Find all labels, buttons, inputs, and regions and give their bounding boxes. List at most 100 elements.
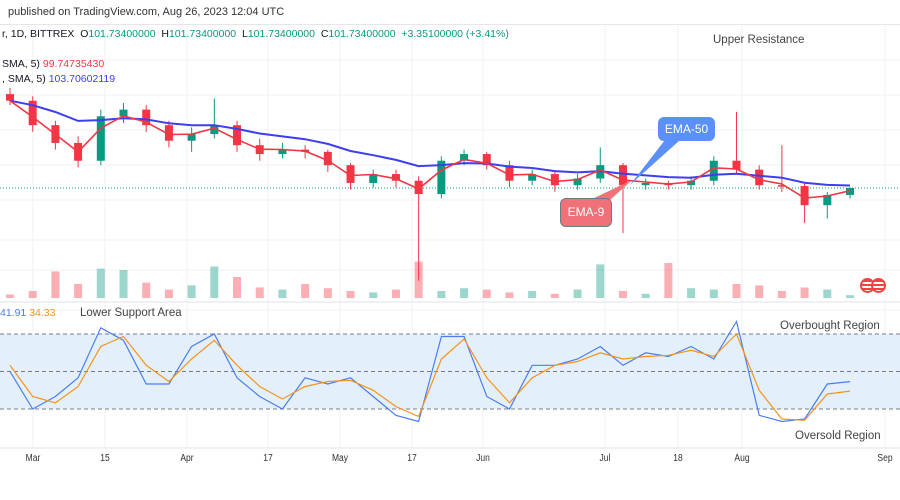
volume-bar: [255, 287, 264, 298]
volume-bar: [528, 291, 537, 298]
volume-bar: [391, 289, 400, 298]
candle-body: [210, 125, 219, 135]
stoch-d-value: 34.33: [29, 307, 56, 319]
volume-bar: [346, 291, 355, 298]
volume-bar: [6, 294, 14, 298]
volume-bar: [301, 284, 310, 298]
stoch-k-line: [9, 319, 851, 423]
volume-bar: [164, 289, 173, 298]
volume-bar: [596, 264, 605, 298]
candle-body: [482, 154, 491, 166]
candle-body: [528, 174, 537, 181]
candle-body: [164, 125, 173, 141]
volume-bar: [278, 289, 287, 298]
ema-50-line: [9, 99, 851, 187]
volume-bar: [51, 271, 60, 298]
volume-bar: [618, 291, 627, 298]
candle-body: [618, 165, 627, 186]
ma2-value: 103.70602119: [48, 73, 116, 85]
candle-body: [369, 174, 378, 183]
ema50-callout-pointer: [630, 140, 680, 185]
ma1-label: SMA, 5): [2, 58, 40, 70]
x-tick-label: Mar: [25, 453, 41, 464]
volume-bar: [96, 268, 105, 298]
ema50-callout: EMA-50: [658, 117, 715, 141]
ema9-callout: EMA-9: [560, 198, 612, 227]
candle-body: [687, 180, 696, 186]
candle-body: [755, 169, 764, 186]
candle-body: [823, 194, 832, 206]
high-value: 101.73400000: [168, 28, 237, 40]
candle-body: [142, 109, 151, 126]
candle-body: [96, 116, 105, 161]
volume-bar: [641, 293, 650, 298]
candle-body: [278, 149, 287, 155]
low-label: L: [241, 28, 248, 40]
volume-bar: [119, 270, 128, 298]
volume-bar: [505, 292, 514, 298]
candle-body: [28, 100, 37, 126]
x-tick-label: Jun: [476, 453, 490, 464]
candle-body: [233, 125, 242, 146]
us-flag-icon[interactable]: [860, 278, 888, 294]
x-tick-label: 15: [100, 453, 110, 464]
ma2-legend: , SMA, 5) 103.70602119: [2, 73, 115, 85]
published-header: published on TradingView.com, Aug 26, 20…: [0, 0, 900, 25]
open-value: 101.73400000: [88, 28, 156, 40]
lower-support-label: Lower Support Area: [80, 307, 182, 319]
low-value: 101.73400000: [247, 28, 315, 40]
stoch-k-value: 41.91: [0, 307, 27, 319]
volume-bar: [28, 291, 37, 298]
close-label: C: [320, 28, 329, 40]
candle-body: [505, 165, 514, 181]
ema9-callout-pointer: [590, 180, 632, 200]
x-tick-label: Jul: [599, 453, 611, 464]
candle-body: [550, 174, 559, 186]
candle-body: [6, 94, 14, 101]
oversold-label: Oversold Region: [795, 430, 881, 442]
overbought-label: Overbought Region: [780, 320, 880, 332]
volume-bar: [732, 284, 741, 298]
candle-body: [800, 186, 809, 206]
volume-bar: [550, 293, 559, 298]
candle-body: [641, 182, 650, 186]
stoch-d-line: [9, 332, 851, 421]
stoch-legend: 41.91 34.33: [0, 307, 55, 319]
open-label: O: [80, 28, 89, 40]
x-tick-label: 18: [673, 453, 683, 464]
volume-bar: [846, 295, 854, 298]
close-value: 101.73400000: [328, 28, 396, 40]
symbol-label: r, 1D, BITTREX: [2, 28, 75, 40]
ma2-label: , SMA, 5): [2, 73, 46, 85]
ma1-value: 99.74735430: [42, 58, 105, 70]
volume-bar: [187, 285, 196, 298]
ma1-legend: SMA, 5) 99.74735430: [2, 58, 104, 70]
volume-bar: [482, 289, 491, 298]
high-label: H: [161, 28, 169, 40]
candle-body: [346, 165, 355, 183]
candle-body: [732, 160, 741, 170]
volume-bar: [823, 289, 832, 298]
x-tick-label: Aug: [734, 453, 750, 464]
candle-body: [323, 151, 332, 166]
volume-bar: [233, 277, 242, 298]
volume-bar: [573, 289, 582, 298]
symbol-legend: r, 1D, BITTREX O101.73400000 H101.734000…: [2, 28, 509, 40]
volume-bar: [755, 285, 764, 298]
volume-bar: [800, 287, 809, 298]
ema-9-line: [9, 100, 851, 199]
x-tick-label: Apr: [180, 453, 194, 464]
candle-body: [391, 174, 400, 181]
candle-body: [187, 134, 196, 141]
x-tick-label: May: [331, 453, 349, 464]
candle-body: [119, 109, 128, 117]
volume-bar: [687, 288, 696, 298]
change-value: +3.35100000 (+3.41%): [401, 28, 509, 40]
volume-bar: [777, 291, 786, 298]
volume-bar: [323, 288, 332, 298]
volume-bar: [74, 284, 83, 298]
upper-resistance-label: Upper Resistance: [713, 34, 805, 46]
x-tick-label: 17: [407, 453, 417, 464]
candle-body: [437, 160, 446, 195]
